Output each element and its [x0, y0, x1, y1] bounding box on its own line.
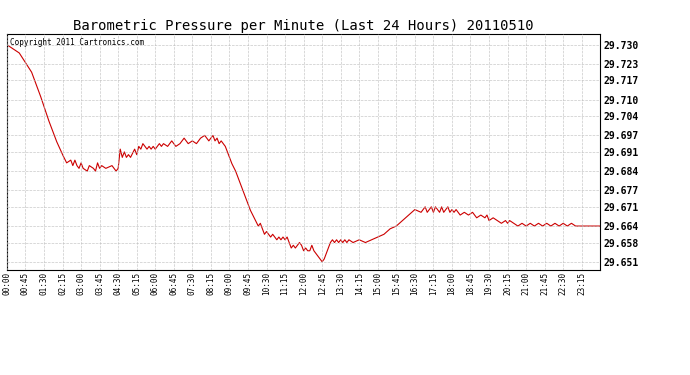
Text: Copyright 2011 Cartronics.com: Copyright 2011 Cartronics.com: [10, 39, 144, 48]
Title: Barometric Pressure per Minute (Last 24 Hours) 20110510: Barometric Pressure per Minute (Last 24 …: [73, 19, 534, 33]
